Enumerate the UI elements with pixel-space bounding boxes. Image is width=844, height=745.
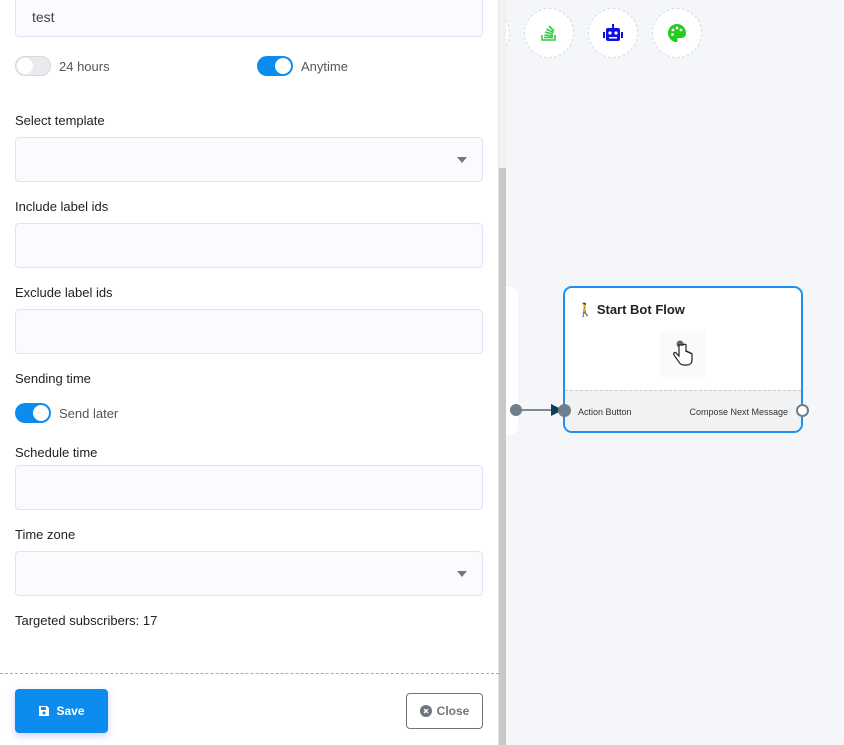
floppy-disk-icon xyxy=(39,706,50,716)
targeted-subscribers: Targeted subscribers: 17 xyxy=(15,613,158,628)
save-button[interactable]: Save xyxy=(15,689,108,733)
start-bot-flow-node[interactable]: 🚶 Start Bot Flow Action Button Compose N… xyxy=(563,286,803,433)
stack-overflow-icon xyxy=(541,25,556,41)
input-port-handle[interactable] xyxy=(558,404,571,417)
exclude-label-ids-label: Exclude label ids xyxy=(15,285,113,300)
node-title: Start Bot Flow xyxy=(596,302,685,317)
chevron-down-icon xyxy=(457,157,467,163)
edge-source-handle[interactable] xyxy=(510,404,522,416)
toolbar-button-stack[interactable] xyxy=(524,8,574,58)
select-template-label: Select template xyxy=(15,113,105,128)
chevron-down-icon xyxy=(457,571,467,577)
send-later-label: Send later xyxy=(59,406,119,421)
toolbar-button-palette[interactable] xyxy=(652,8,702,58)
toggle-24-hours-label: 24 hours xyxy=(59,59,110,74)
save-label: Save xyxy=(56,704,85,718)
close-label: Close xyxy=(436,704,470,718)
robot-icon xyxy=(603,24,623,41)
broadcast-form-panel: test 24 hours Anytime Select template In… xyxy=(0,0,499,745)
sending-time-label: Sending time xyxy=(15,371,91,386)
toggle-anytime-label: Anytime xyxy=(301,59,348,74)
toggle-24-hours[interactable] xyxy=(15,56,51,76)
schedule-time-label: Schedule time xyxy=(15,445,98,460)
hand-pointer-icon xyxy=(660,331,706,377)
walking-person-icon: 🚶 xyxy=(577,302,594,317)
time-zone-label: Time zone xyxy=(15,527,76,542)
exclude-label-ids-input[interactable] xyxy=(15,309,483,354)
toggle-send-later[interactable] xyxy=(15,403,51,423)
toggle-anytime[interactable] xyxy=(257,56,293,76)
footer-divider xyxy=(0,673,499,674)
toolbar-button-bot[interactable] xyxy=(588,8,638,58)
palette-icon xyxy=(668,24,686,42)
select-template-dropdown[interactable] xyxy=(15,137,483,182)
name-input[interactable]: test xyxy=(15,0,483,37)
output-port-handle[interactable] xyxy=(796,404,809,417)
scrollbar-thumb[interactable] xyxy=(499,168,506,745)
schedule-time-input[interactable] xyxy=(15,465,483,510)
panel-scrollbar[interactable] xyxy=(499,0,506,745)
connection-edge xyxy=(510,404,563,416)
close-button[interactable]: Close xyxy=(406,693,483,729)
include-label-ids-label: Include label ids xyxy=(15,199,109,214)
time-zone-dropdown[interactable] xyxy=(15,551,483,596)
output-port-label: Compose Next Message xyxy=(689,407,788,417)
close-circle-icon xyxy=(419,705,432,717)
input-port-label: Action Button xyxy=(578,407,632,417)
include-label-ids-input[interactable] xyxy=(15,223,483,268)
